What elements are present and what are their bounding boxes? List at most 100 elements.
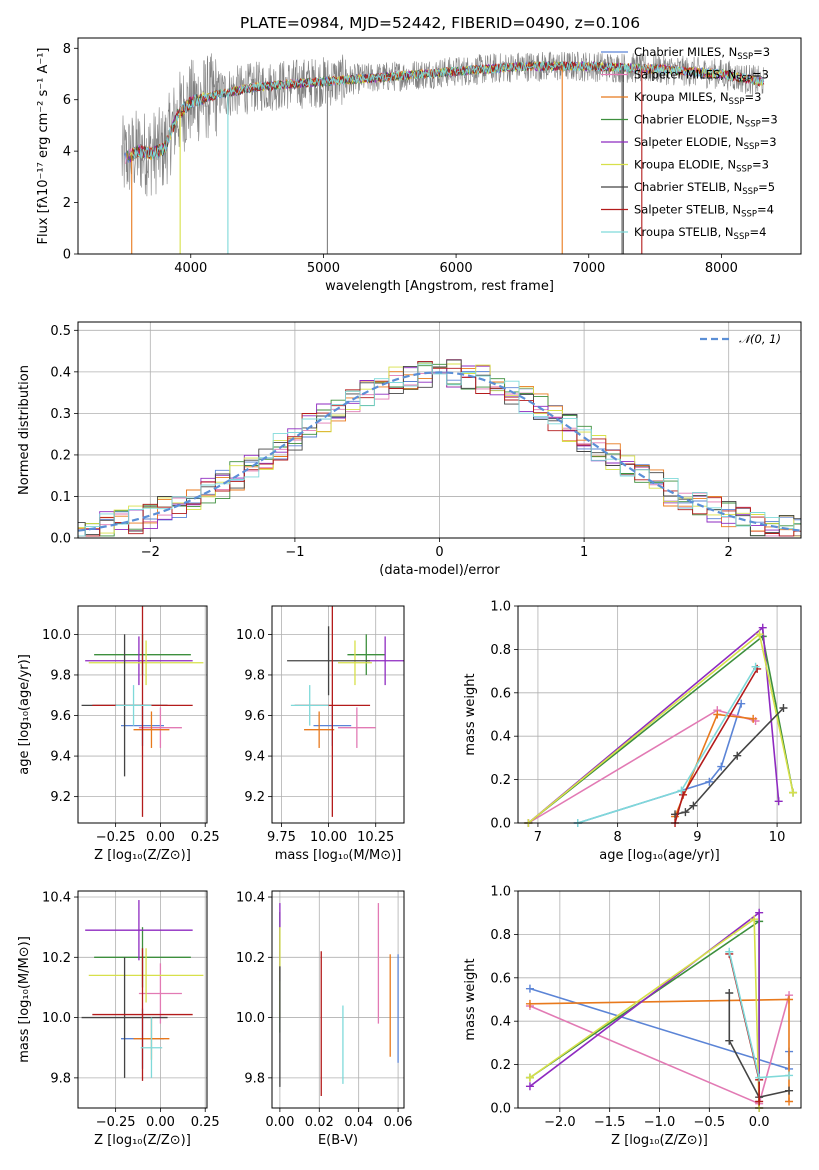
- y-tick-label: 9.8: [50, 668, 71, 683]
- weight-marker-kroupa_miles: [749, 714, 758, 723]
- y-tick-label: 0.6: [490, 686, 511, 701]
- x-tick-label: 8: [614, 830, 622, 845]
- y-tick-label: 10.0: [42, 1011, 71, 1026]
- axes-frame: [517, 890, 802, 1109]
- y-axis-label: Flux [fλ10⁻¹⁷ erg cm⁻² s⁻¹ A⁻¹]: [36, 48, 51, 245]
- weight-marker-kroupa_stelib: [785, 1071, 794, 1080]
- weight-marker-kroupa_elodie: [755, 630, 764, 639]
- weight-marker-chabrier_miles: [737, 699, 746, 708]
- y-tick-label: 10.4: [42, 891, 71, 906]
- x-tick-label: 5000: [307, 261, 340, 276]
- y-tick-label: 0.1: [50, 490, 71, 505]
- y-tick-label: 9.4: [50, 750, 71, 765]
- weight-line-salpeter_stelib: [674, 668, 758, 824]
- charts-root: 4000 5000 6000 7000 8000 0 2 4 6 8 wavelength [Ang…: [17, 37, 802, 1148]
- legend-subscript: SSP: [734, 232, 750, 242]
- x-tick-label: −0.25: [96, 1115, 136, 1130]
- y-axis-label: mass weight: [463, 958, 478, 1040]
- legend-value: =3: [753, 45, 770, 59]
- x-tick-label: 0.06: [384, 1115, 413, 1130]
- weight-line-chabrier_elodie: [527, 634, 794, 824]
- panel-mass_vs_Z: −0.25 0.00 0.25 9.8 10.0 10.2 10.4 Z [log₁₀(Z/Z…: [17, 890, 220, 1148]
- legend-subscript: SSP: [729, 97, 745, 107]
- axes-frame: [77, 37, 802, 255]
- weight-marker-salpeter_stelib: [755, 1097, 764, 1106]
- weight-marker-chabrier_stelib: [725, 1036, 734, 1045]
- y-tick-label: 0.0: [50, 532, 71, 547]
- weight-marker-chabrier_stelib: [689, 801, 698, 810]
- panel-weight_vs_age: 7 8 9 10 0.0 0.2 0.4 0.6 0.8 1.0 age [log₁₀(age/yr…: [463, 600, 802, 863]
- weight-marker-kroupa_stelib: [677, 786, 686, 795]
- y-tick-label: 1.0: [490, 600, 511, 615]
- y-tick-label: 9.2: [244, 790, 265, 805]
- x-axis-label: Z [log₁₀(Z/Z⊙)]: [94, 1133, 191, 1148]
- legend-subscript: SSP: [745, 120, 761, 130]
- y-tick-label: 0.4: [490, 730, 511, 745]
- legend-subscript: SSP: [742, 187, 758, 197]
- y-tick-label: 1.0: [490, 885, 511, 900]
- x-tick-label: −1.0: [644, 1115, 676, 1130]
- y-tick-label: 9.6: [244, 709, 265, 724]
- x-axis-label: (data-model)/error: [379, 563, 500, 578]
- errorbars-mass_vs_ebv: [279, 903, 399, 1096]
- weight-marker-salpeter_elodie: [525, 1082, 534, 1091]
- y-axis-label: age [log₁₀(age/yr)]: [17, 654, 32, 775]
- legend-value: =3: [761, 113, 778, 127]
- y-tick-label: 0.2: [490, 773, 511, 788]
- panel-residuals: −2 −1 0 1 2 0.0 0.1 0.2 0.3 0.4 0.5 (data-model)/er…: [17, 321, 802, 578]
- weight-lines-weight_vs_Z: [525, 908, 794, 1112]
- weight-marker-chabrier_stelib: [733, 751, 742, 760]
- legend-entry: Chabrier STELIB, NSSP=5: [634, 180, 775, 197]
- histogram-line-kroupa_stelib: [78, 363, 801, 537]
- x-tick-label: 0.0: [749, 1115, 770, 1130]
- weight-line-kroupa_elodie: [527, 632, 794, 824]
- y-tick-label: 9.8: [244, 1071, 265, 1086]
- legend-entry: Chabrier MILES, NSSP=3: [634, 45, 770, 62]
- x-tick-label: 10.25: [357, 830, 394, 845]
- x-tick-label: 2: [725, 545, 733, 560]
- legend-entry: Salpeter ELODIE, NSSP=3: [634, 135, 777, 152]
- legend-value: =4: [757, 203, 774, 217]
- y-tick-label: 10.2: [42, 951, 71, 966]
- y-tick-label: 10.0: [42, 628, 71, 643]
- y-tick-label: 9.4: [244, 750, 265, 765]
- weight-marker-chabrier_miles: [705, 777, 714, 786]
- x-tick-label: 6000: [440, 261, 473, 276]
- legend-entry: Salpeter MILES, NSSP=3: [634, 68, 769, 85]
- legend-entry: Kroupa ELODIE, NSSP=3: [634, 158, 769, 175]
- legend-value: =3: [752, 158, 769, 172]
- weight-marker-kroupa_elodie: [750, 915, 759, 924]
- y-axis-label: mass weight: [463, 673, 478, 755]
- panel-spectrum: 4000 5000 6000 7000 8000 0 2 4 6 8 wavelength [Ang…: [36, 37, 802, 294]
- y-tick-label: 0.4: [50, 365, 71, 380]
- axes-frame: [77, 321, 802, 539]
- x-axis-label: age [log₁₀(age/yr)]: [599, 848, 720, 863]
- y-tick-label: 0.6: [490, 971, 511, 986]
- weight-marker-kroupa_stelib: [755, 1073, 764, 1082]
- legend-entry: Kroupa STELIB, NSSP=4: [634, 225, 766, 242]
- y-tick-label: 9.8: [50, 1071, 71, 1086]
- y-axis-label: Normed distribution: [17, 365, 32, 495]
- x-axis-label: Z [log₁₀(Z/Z⊙)]: [611, 1133, 708, 1148]
- model-spectrum-line-chabrier_stelib: [130, 61, 627, 161]
- gaussian-curve: [78, 371, 801, 532]
- x-tick-label: 10.00: [310, 830, 347, 845]
- x-axis-label: E(B-V): [318, 1133, 358, 1148]
- weight-marker-kroupa_stelib: [751, 662, 760, 671]
- weight-marker-salpeter_elodie: [774, 797, 783, 806]
- histogram-line-chabrier_elodie: [78, 363, 801, 537]
- x-tick-label: 0.02: [305, 1115, 334, 1130]
- weight-line-chabrier_elodie: [529, 919, 760, 1108]
- x-tick-label: 0.25: [191, 830, 220, 845]
- x-axis-label: Z [log₁₀(Z/Z⊙)]: [94, 848, 191, 863]
- y-tick-label: 0.2: [490, 1058, 511, 1073]
- weight-line-chabrier_stelib: [674, 707, 785, 816]
- weight-line-chabrier_stelib: [728, 993, 790, 1099]
- x-tick-label: −2.0: [544, 1115, 576, 1130]
- errorbars-mass_vs_Z: [81, 900, 204, 1081]
- x-tick-label: 0.00: [146, 830, 175, 845]
- weight-marker-chabrier_stelib: [681, 808, 690, 817]
- legend-value: =4: [749, 225, 766, 239]
- y-tick-label: 0: [63, 248, 71, 263]
- panel-age_vs_Z: −0.25 0.00 0.25 9.2 9.4 9.6 9.8 10.0 Z [log₁₀(Z/…: [17, 605, 220, 863]
